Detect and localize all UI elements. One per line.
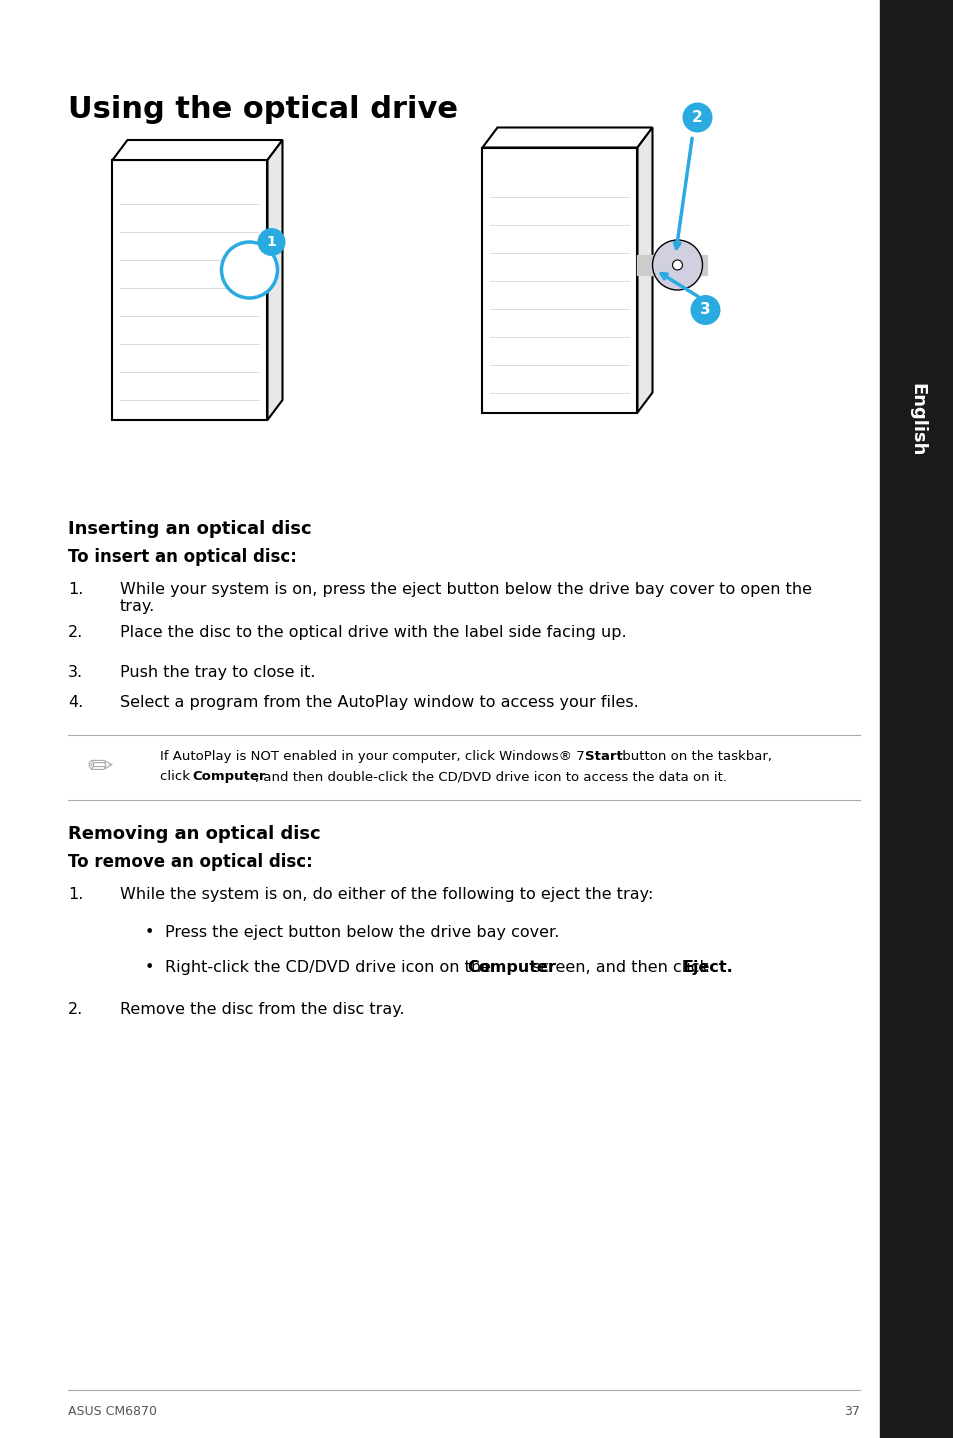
- Circle shape: [690, 295, 720, 325]
- Text: Using the optical drive: Using the optical drive: [68, 95, 457, 124]
- Text: Start: Start: [584, 751, 622, 764]
- Text: Press the eject button below the drive bay cover.: Press the eject button below the drive b…: [165, 925, 558, 940]
- Circle shape: [257, 229, 285, 256]
- Text: 2.: 2.: [68, 1002, 83, 1017]
- Text: click: click: [160, 769, 194, 784]
- Polygon shape: [267, 139, 282, 420]
- FancyBboxPatch shape: [482, 148, 637, 413]
- Text: ASUS CM6870: ASUS CM6870: [68, 1405, 157, 1418]
- Text: Inserting an optical disc: Inserting an optical disc: [68, 521, 312, 538]
- Text: ✏: ✏: [87, 752, 112, 781]
- Text: 1.: 1.: [68, 582, 83, 597]
- Text: 4.: 4.: [68, 695, 83, 710]
- Text: 3: 3: [700, 302, 710, 318]
- Bar: [637, 255, 707, 275]
- Text: Push the tray to close it.: Push the tray to close it.: [120, 664, 315, 680]
- Text: English: English: [907, 384, 925, 457]
- Text: To remove an optical disc:: To remove an optical disc:: [68, 853, 313, 871]
- FancyBboxPatch shape: [112, 160, 267, 420]
- Text: Place the disc to the optical drive with the label side facing up.: Place the disc to the optical drive with…: [120, 626, 626, 640]
- Text: 2: 2: [691, 109, 702, 125]
- Text: 2.: 2.: [68, 626, 83, 640]
- Text: Computer: Computer: [467, 961, 556, 975]
- Text: button on the taskbar,: button on the taskbar,: [618, 751, 771, 764]
- Polygon shape: [112, 139, 282, 160]
- Text: Removing an optical disc: Removing an optical disc: [68, 825, 320, 843]
- Text: , and then double-click the CD/DVD drive icon to access the data on it.: , and then double-click the CD/DVD drive…: [254, 769, 726, 784]
- Text: •: •: [145, 961, 154, 975]
- Text: While your system is on, press the eject button below the drive bay cover to ope: While your system is on, press the eject…: [120, 582, 811, 614]
- Text: If AutoPlay is NOT enabled in your computer, click Windows® 7: If AutoPlay is NOT enabled in your compu…: [160, 751, 588, 764]
- Circle shape: [221, 242, 277, 298]
- Text: screen, and then click: screen, and then click: [526, 961, 713, 975]
- Text: While the system is on, do either of the following to eject the tray:: While the system is on, do either of the…: [120, 887, 653, 902]
- Circle shape: [652, 240, 701, 290]
- Polygon shape: [637, 128, 652, 413]
- Bar: [879, 0, 953, 1438]
- Text: Remove the disc from the disc tray.: Remove the disc from the disc tray.: [120, 1002, 404, 1017]
- Text: Select a program from the AutoPlay window to access your files.: Select a program from the AutoPlay windo…: [120, 695, 639, 710]
- Text: 1.: 1.: [68, 887, 83, 902]
- Text: 1: 1: [266, 234, 276, 249]
- Circle shape: [672, 260, 681, 270]
- Text: 37: 37: [843, 1405, 859, 1418]
- Text: Eject.: Eject.: [682, 961, 733, 975]
- Polygon shape: [482, 128, 652, 148]
- Text: Right-click the CD/DVD drive icon on the: Right-click the CD/DVD drive icon on the: [165, 961, 496, 975]
- Text: Computer: Computer: [192, 769, 265, 784]
- Circle shape: [681, 102, 712, 132]
- Text: 3.: 3.: [68, 664, 83, 680]
- Text: •: •: [145, 925, 154, 940]
- Text: To insert an optical disc:: To insert an optical disc:: [68, 548, 296, 567]
